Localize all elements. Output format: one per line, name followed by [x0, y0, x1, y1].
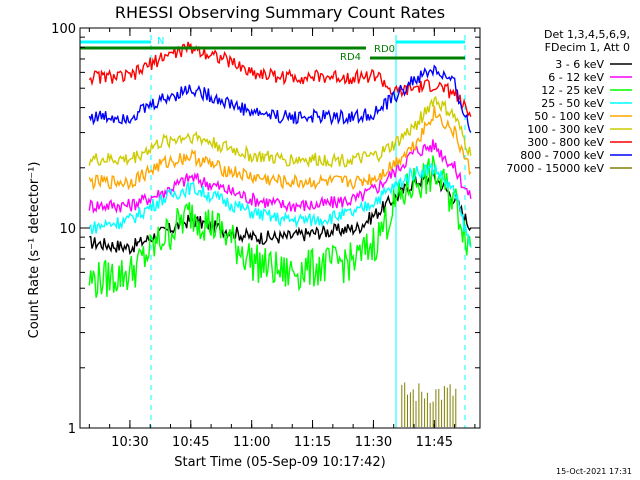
legend-label-8: 7000 - 15000 keV [506, 162, 604, 175]
legend-label-1: 6 - 12 keV [548, 71, 604, 84]
rd4-label: RD4 [340, 52, 361, 63]
x-tick-label-5: 11:45 [416, 435, 453, 450]
legend-label-4: 50 - 100 keV [534, 110, 604, 123]
legend-label-7: 800 - 7000 keV [520, 149, 604, 162]
y-tick-label-2: 100 [51, 22, 76, 37]
series-line-3 [88, 163, 472, 248]
x-tick-label-4: 11:30 [355, 435, 392, 450]
legend-label-3: 25 - 50 keV [541, 97, 604, 110]
x-tick-label-3: 11:15 [294, 435, 331, 450]
x-axis-label: Start Time (05-Sep-09 10:17:42) [174, 455, 385, 470]
series-line-1 [88, 139, 472, 214]
x-tick-label-2: 11:00 [233, 435, 270, 450]
legend-label-2: 12 - 25 keV [541, 84, 604, 97]
series-group [88, 41, 472, 427]
x-tick-label-1: 10:45 [172, 435, 209, 450]
series-line-7 [88, 64, 472, 133]
y-tick-label-1: 10 [59, 222, 76, 237]
x-tick-label-0: 10:30 [111, 435, 148, 450]
axis-group: 10:30 10:45 11:00 11:15 11:30 11:45 1 10 100 [51, 22, 480, 450]
legend-header-2: FDecim 1, Att 0 [545, 41, 630, 54]
chart-title: RHESSI Observing Summary Count Rates [115, 3, 445, 22]
series-line-6 [88, 41, 472, 118]
y-axis-label: Count Rate (s⁻¹ detector⁻¹) [27, 162, 42, 339]
series-line-8 [401, 382, 457, 427]
date-stamp: 15-Oct-2021 17:31 [556, 467, 632, 476]
y-tick-label-0: 1 [68, 422, 76, 437]
series-line-5 [88, 95, 472, 169]
rd0-label: RD0 [374, 44, 395, 55]
legend-label-0: 3 - 6 keV [555, 58, 604, 71]
legend-header-1: Det 1,3,4,5,6,9, [544, 28, 630, 41]
series-line-2 [88, 155, 472, 298]
night-label: N [157, 36, 164, 47]
legend-label-5: 100 - 300 keV [527, 123, 604, 136]
series-line-4 [88, 105, 472, 191]
legend-label-6: 300 - 800 keV [527, 136, 604, 149]
